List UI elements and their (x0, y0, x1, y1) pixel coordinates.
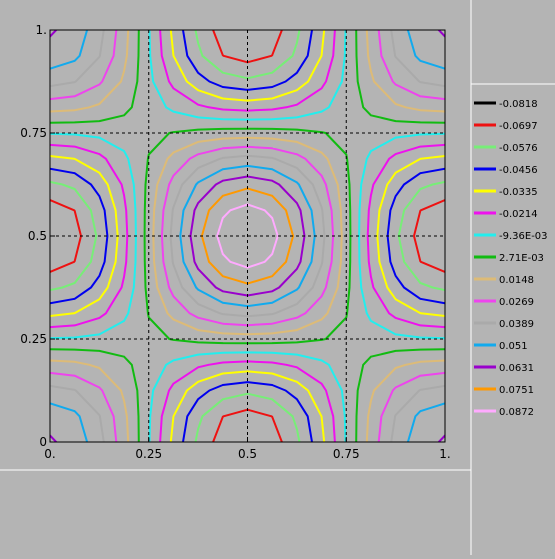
contour-level-2 (50, 30, 445, 442)
legend-item-0: -0.0818 (474, 99, 538, 110)
x-tick-label-2: 0.5 (238, 447, 257, 461)
legend-label-13: 0.0751 (499, 385, 534, 396)
legend-item-4: -0.0335 (474, 187, 538, 198)
contour-level-10 (50, 30, 445, 442)
contour-level-12 (50, 30, 445, 442)
contour-level-11 (50, 30, 445, 442)
x-tick-label-3: 0.75 (333, 447, 360, 461)
legend-item-13: 0.0751 (474, 385, 534, 396)
legend: -0.0818 -0.0697 -0.0576 -0.0456 -0.0335 -0.02… (474, 99, 548, 418)
legend-label-11: 0.051 (499, 341, 528, 352)
legend-item-5: -0.0214 (474, 209, 538, 220)
legend-label-4: -0.0335 (499, 187, 538, 198)
y-tick-label-1: 0.25 (20, 332, 47, 346)
legend-label-9: 0.0269 (499, 297, 534, 308)
legend-item-3: -0.0456 (474, 165, 538, 176)
contour-level-6 (50, 30, 445, 442)
contour-level-5 (50, 30, 445, 442)
legend-label-14: 0.0872 (499, 407, 534, 418)
legend-label-7: 2.71E-03 (499, 253, 544, 264)
legend-label-12: 0.0631 (499, 363, 534, 374)
plot-area: 0. 0.25 0.5 0.75 1. 0 0.25 0.5 0.75 1. (20, 23, 450, 461)
x-tick-label-0: 0. (44, 447, 55, 461)
legend-label-5: -0.0214 (499, 209, 538, 220)
legend-item-11: 0.051 (474, 341, 528, 352)
y-tick-label-0: 0 (39, 435, 47, 449)
legend-label-2: -0.0576 (499, 143, 538, 154)
contour-level-4 (50, 30, 445, 442)
contour-level-7 (50, 30, 445, 442)
legend-item-14: 0.0872 (474, 407, 534, 418)
grid-lines (50, 30, 445, 442)
legend-item-8: 0.0148 (474, 275, 534, 286)
y-tick-label-4: 1. (36, 23, 47, 37)
contour-lines (50, 30, 445, 442)
axis-ticks: 0. 0.25 0.5 0.75 1. 0 0.25 0.5 0.75 1. (20, 23, 450, 461)
y-tick-label-3: 0.75 (20, 126, 47, 140)
legend-label-8: 0.0148 (499, 275, 534, 286)
contour-level-14 (216, 203, 279, 269)
legend-item-12: 0.0631 (474, 363, 534, 374)
legend-item-6: -9.36E-03 (474, 231, 548, 242)
y-tick-label-2: 0.5 (28, 229, 47, 243)
contour-level-3 (50, 30, 445, 442)
x-tick-label-4: 1. (439, 447, 450, 461)
legend-label-0: -0.0818 (499, 99, 538, 110)
x-tick-label-1: 0.25 (135, 447, 162, 461)
contour-level-1 (50, 30, 445, 442)
legend-label-3: -0.0456 (499, 165, 538, 176)
legend-label-6: -9.36E-03 (499, 231, 548, 242)
legend-item-10: 0.0389 (474, 319, 534, 330)
legend-item-7: 2.71E-03 (474, 253, 544, 264)
legend-label-10: 0.0389 (499, 319, 534, 330)
legend-item-2: -0.0576 (474, 143, 538, 154)
legend-label-1: -0.0697 (499, 121, 538, 132)
legend-item-1: -0.0697 (474, 121, 538, 132)
legend-item-9: 0.0269 (474, 297, 534, 308)
contour-level-9 (50, 30, 445, 442)
contour-level-13 (200, 187, 295, 285)
contour-level-8 (50, 30, 445, 442)
